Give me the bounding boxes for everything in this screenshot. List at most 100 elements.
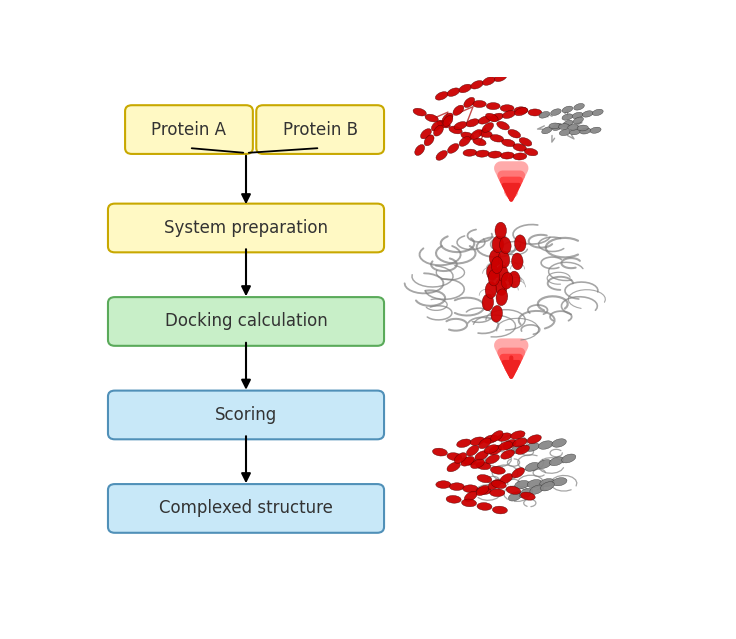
Ellipse shape xyxy=(572,112,583,119)
Ellipse shape xyxy=(443,116,453,127)
Ellipse shape xyxy=(495,73,507,82)
Ellipse shape xyxy=(447,462,460,472)
Ellipse shape xyxy=(485,282,497,298)
Ellipse shape xyxy=(514,235,526,252)
Ellipse shape xyxy=(482,294,494,311)
Text: Protein B: Protein B xyxy=(283,121,358,139)
Ellipse shape xyxy=(540,482,554,491)
Ellipse shape xyxy=(562,120,573,127)
Ellipse shape xyxy=(582,111,593,117)
Ellipse shape xyxy=(476,487,492,495)
Ellipse shape xyxy=(475,450,488,461)
Ellipse shape xyxy=(530,485,544,495)
Ellipse shape xyxy=(437,120,450,128)
Ellipse shape xyxy=(477,503,492,511)
Ellipse shape xyxy=(470,437,484,445)
FancyBboxPatch shape xyxy=(108,390,384,439)
Ellipse shape xyxy=(500,152,514,159)
Ellipse shape xyxy=(509,492,522,501)
Ellipse shape xyxy=(492,236,503,253)
Text: Scoring: Scoring xyxy=(215,406,277,424)
Ellipse shape xyxy=(486,103,500,110)
Ellipse shape xyxy=(508,130,520,138)
Ellipse shape xyxy=(573,117,584,124)
Ellipse shape xyxy=(562,106,573,113)
Ellipse shape xyxy=(489,445,502,455)
Ellipse shape xyxy=(490,113,503,121)
Ellipse shape xyxy=(473,138,486,146)
Ellipse shape xyxy=(552,123,562,130)
Ellipse shape xyxy=(491,305,503,322)
Ellipse shape xyxy=(435,91,448,100)
Ellipse shape xyxy=(453,105,464,116)
Ellipse shape xyxy=(503,440,516,449)
Ellipse shape xyxy=(497,121,509,130)
Ellipse shape xyxy=(519,137,532,146)
Ellipse shape xyxy=(488,269,500,286)
Ellipse shape xyxy=(498,442,513,450)
Ellipse shape xyxy=(514,481,529,489)
Ellipse shape xyxy=(491,431,503,442)
Ellipse shape xyxy=(495,279,507,295)
Ellipse shape xyxy=(484,435,498,443)
Ellipse shape xyxy=(449,126,462,134)
Ellipse shape xyxy=(490,135,503,142)
FancyBboxPatch shape xyxy=(108,484,384,533)
Ellipse shape xyxy=(539,479,554,487)
Ellipse shape xyxy=(459,84,472,93)
Ellipse shape xyxy=(498,251,510,268)
Ellipse shape xyxy=(446,495,461,503)
Ellipse shape xyxy=(463,485,478,493)
Ellipse shape xyxy=(478,116,491,124)
Ellipse shape xyxy=(436,151,447,160)
Ellipse shape xyxy=(516,445,529,454)
Ellipse shape xyxy=(527,479,542,488)
FancyBboxPatch shape xyxy=(108,297,384,346)
Ellipse shape xyxy=(552,478,567,486)
Ellipse shape xyxy=(424,135,434,146)
Ellipse shape xyxy=(463,149,477,157)
Ellipse shape xyxy=(447,88,460,96)
Ellipse shape xyxy=(514,107,528,114)
Ellipse shape xyxy=(500,237,511,254)
Ellipse shape xyxy=(433,448,447,456)
Ellipse shape xyxy=(413,108,426,116)
Ellipse shape xyxy=(528,109,542,116)
Ellipse shape xyxy=(527,435,542,443)
Ellipse shape xyxy=(476,486,489,496)
Ellipse shape xyxy=(512,253,523,270)
Ellipse shape xyxy=(471,459,484,468)
Ellipse shape xyxy=(490,466,506,474)
Ellipse shape xyxy=(506,486,521,495)
Ellipse shape xyxy=(476,462,491,470)
Ellipse shape xyxy=(526,463,539,472)
Ellipse shape xyxy=(477,475,492,482)
Ellipse shape xyxy=(431,121,442,131)
Ellipse shape xyxy=(478,438,491,449)
Ellipse shape xyxy=(447,144,459,153)
Text: Complexed structure: Complexed structure xyxy=(159,500,333,518)
Ellipse shape xyxy=(559,124,570,130)
Ellipse shape xyxy=(512,445,526,454)
Ellipse shape xyxy=(454,452,467,463)
Ellipse shape xyxy=(420,128,431,139)
Ellipse shape xyxy=(511,431,525,439)
Ellipse shape xyxy=(574,104,584,110)
Ellipse shape xyxy=(461,458,476,465)
Ellipse shape xyxy=(513,438,527,447)
Text: Docking calculation: Docking calculation xyxy=(165,312,328,330)
Ellipse shape xyxy=(461,132,474,140)
Ellipse shape xyxy=(524,148,538,156)
Ellipse shape xyxy=(562,454,576,463)
Ellipse shape xyxy=(567,125,579,130)
Ellipse shape xyxy=(500,105,514,112)
Ellipse shape xyxy=(479,130,492,137)
Ellipse shape xyxy=(497,433,512,442)
Ellipse shape xyxy=(539,111,550,118)
Ellipse shape xyxy=(442,113,453,123)
Ellipse shape xyxy=(467,445,479,456)
Ellipse shape xyxy=(570,128,581,135)
Text: Protein A: Protein A xyxy=(152,121,227,139)
Ellipse shape xyxy=(456,439,471,447)
Ellipse shape xyxy=(486,263,498,281)
